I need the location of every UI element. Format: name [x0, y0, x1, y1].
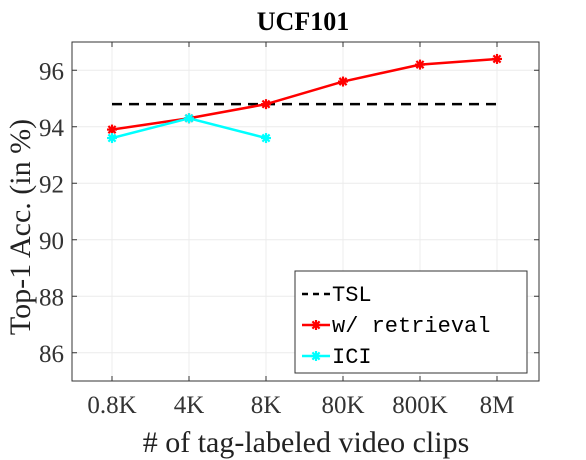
series-group [107, 53, 502, 144]
y-tick-label: 96 [39, 58, 64, 85]
x-tick-label: 0.8K [87, 392, 136, 419]
x-axis-label: # of tag-labeled video clips [143, 426, 470, 459]
x-tick-label: 800K [392, 392, 448, 419]
plot-area [71, 41, 540, 382]
legend: TSL w/ retrieval ICI [294, 270, 528, 374]
y-tick-label: 88 [39, 284, 64, 311]
legend-label-tsl: TSL [332, 283, 372, 308]
x-tick-label: 8M [480, 392, 515, 419]
legend-box [294, 270, 528, 374]
legend-label-w-retrieval: w/ retrieval [332, 314, 490, 339]
data-point-w-retrieval [261, 99, 271, 110]
y-tick-label: 86 [39, 341, 64, 368]
axis-ticks: 86 88 90 92 94 96 0.8K 4K 8K 80K 800K 8M [39, 42, 539, 419]
x-tick-label: 8K [251, 392, 282, 419]
data-point-w-retrieval [107, 124, 117, 135]
data-point-w-retrieval [415, 59, 425, 70]
data-point-ici [107, 133, 117, 144]
legend-marker-ici [311, 351, 321, 361]
y-tick-label: 92 [39, 171, 64, 198]
y-axis-label: Top-1 Acc. (in %) [4, 119, 37, 335]
series-line-w-retrieval [111, 57, 498, 131]
chart-title: UCF101 [257, 7, 349, 36]
y-tick-label: 90 [39, 228, 64, 255]
legend-label-ici: ICI [332, 345, 372, 370]
y-tick-label: 94 [39, 115, 65, 142]
data-point-ici [261, 133, 271, 144]
legend-marker-w-retrieval [311, 320, 321, 330]
data-point-ici [184, 113, 194, 124]
x-tick-label: 80K [321, 392, 364, 419]
data-point-w-retrieval [492, 53, 502, 64]
x-tick-label: 4K [174, 392, 205, 419]
data-point-w-retrieval [338, 76, 348, 87]
